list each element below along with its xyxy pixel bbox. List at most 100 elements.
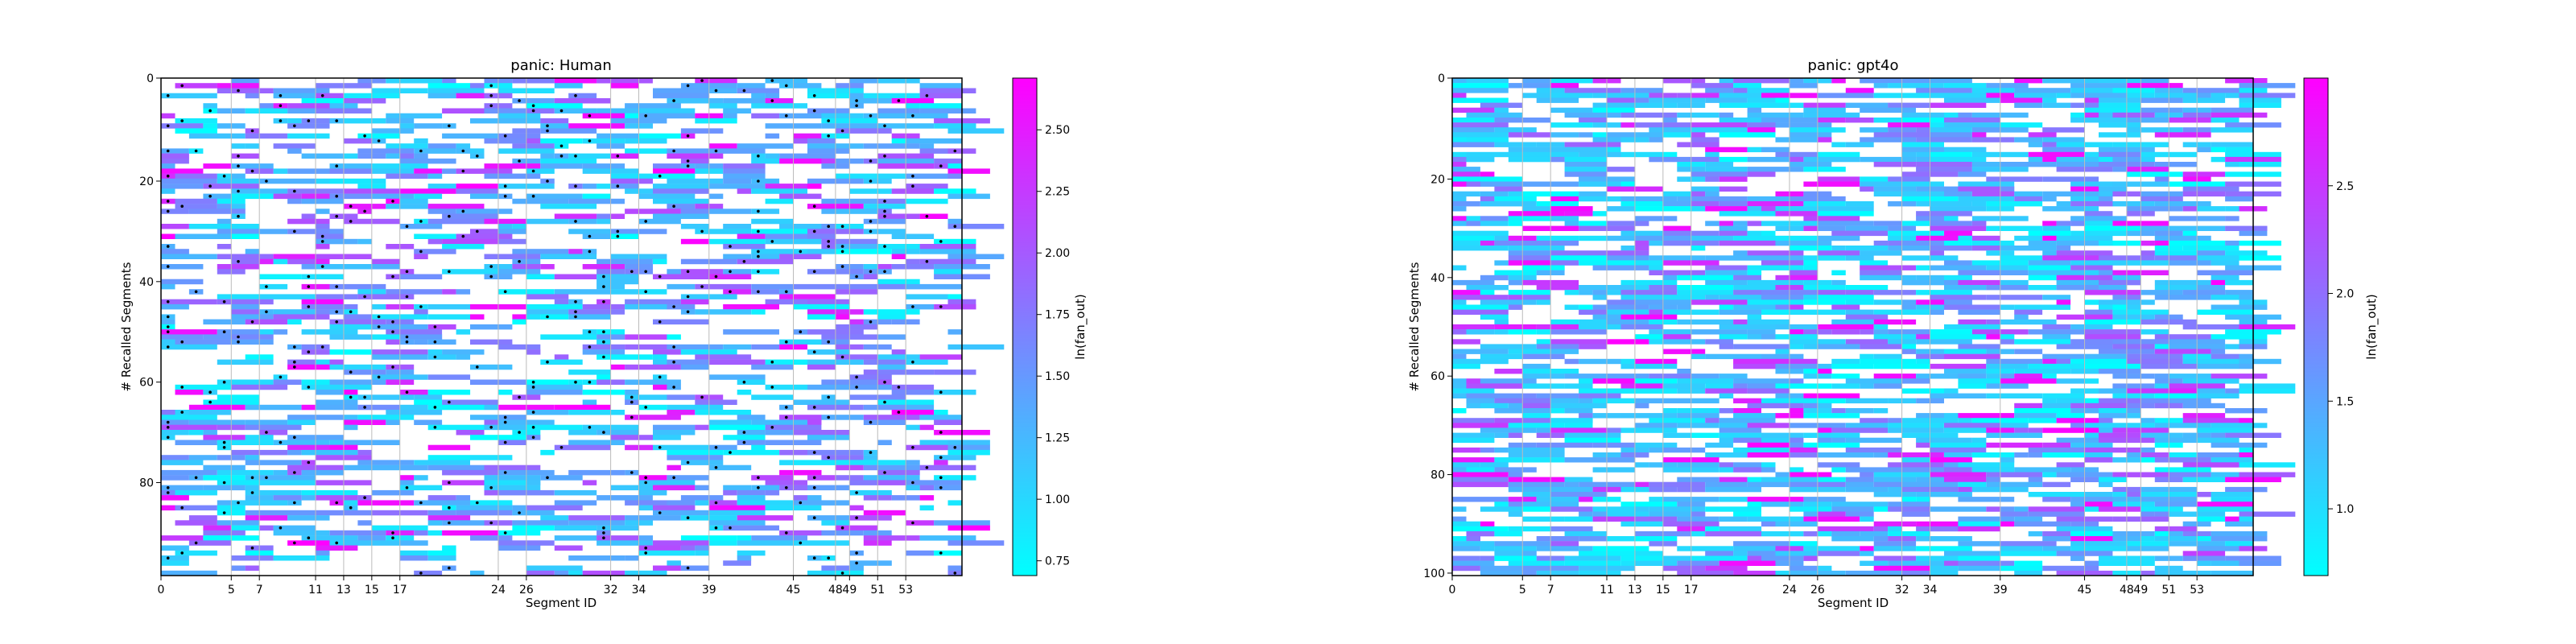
heatmap-cell — [1649, 497, 1663, 502]
heatmap-cell — [793, 540, 850, 546]
heatmap-cell — [1466, 112, 1523, 118]
heatmap-cell — [708, 505, 766, 511]
cell-marker — [391, 320, 394, 324]
cell-marker — [448, 506, 451, 510]
heatmap-cell — [1564, 112, 1621, 118]
heatmap-cell — [906, 404, 935, 411]
heatmap-cell — [1690, 186, 1719, 192]
heatmap-cell — [1522, 402, 1551, 409]
heatmap-cell — [2126, 295, 2141, 300]
heatmap-cell — [273, 143, 316, 149]
heatmap-cell — [2239, 162, 2281, 167]
heatmap-cell — [1677, 93, 1691, 98]
heatmap-cell — [906, 444, 948, 451]
heatmap-cell — [765, 233, 807, 239]
heatmap-cell — [2197, 427, 2253, 433]
cell-marker — [812, 406, 816, 409]
heatmap-cell — [1522, 418, 1551, 423]
heatmap-cell — [2126, 171, 2183, 177]
heatmap-cell — [231, 88, 274, 93]
heatmap-cell — [708, 153, 724, 159]
heatmap-cell — [1831, 536, 1874, 542]
heatmap-cell — [2154, 374, 2169, 379]
cell-marker — [869, 451, 873, 454]
heatmap-cell — [1775, 97, 1790, 103]
heatmap-cell — [1494, 270, 1537, 275]
heatmap-cell — [653, 349, 681, 355]
heatmap-cell — [793, 83, 822, 89]
heatmap-cell — [175, 520, 217, 526]
heatmap-cell — [2211, 260, 2240, 266]
heatmap-cell — [1873, 555, 1917, 561]
cell-marker — [531, 380, 535, 384]
heatmap-cell — [1649, 97, 1706, 103]
x-tick-label: 39 — [702, 584, 716, 597]
heatmap-cell — [2169, 530, 2183, 537]
heatmap-cell — [638, 193, 696, 200]
colorbar-tick-label: 1.0 — [2336, 503, 2354, 516]
heatmap-cell — [540, 334, 597, 340]
heatmap-cell — [1733, 378, 1790, 384]
heatmap-cell — [399, 550, 428, 556]
cell-marker — [588, 250, 592, 254]
heatmap-cell — [568, 229, 611, 234]
heatmap-cell — [1775, 363, 1818, 369]
heatmap-cell — [1550, 216, 1579, 221]
heatmap-cell — [723, 525, 779, 531]
heatmap-cell — [2211, 334, 2268, 340]
heatmap-cell — [653, 213, 709, 219]
heatmap-cell — [316, 359, 330, 365]
heatmap-cell — [2000, 546, 2043, 551]
heatmap-cell — [2154, 235, 2169, 242]
heatmap-cell — [1508, 423, 1565, 428]
heatmap-cell — [1494, 502, 1509, 507]
cell-marker — [574, 94, 577, 97]
heatmap-cell — [1452, 156, 1467, 163]
heatmap-cell — [1634, 402, 1649, 409]
heatmap-cell — [470, 339, 513, 345]
cell-marker — [546, 180, 549, 183]
heatmap-cell — [1860, 383, 1874, 389]
heatmap-cell — [1888, 240, 1902, 246]
cell-marker — [840, 572, 844, 575]
heatmap-cell — [1986, 506, 2000, 512]
heatmap-cell — [1733, 413, 1776, 419]
heatmap-cell — [2197, 388, 2226, 394]
heatmap-cell — [1649, 418, 1706, 423]
heatmap-cell — [301, 213, 316, 219]
heatmap-cell — [1747, 481, 1790, 488]
heatmap-cell — [2042, 235, 2057, 242]
cell-marker — [939, 305, 943, 308]
heatmap-cell — [2000, 334, 2015, 340]
heatmap-cell — [597, 374, 611, 380]
heatmap-panel-human: panic: Human 0 5 7 11 13 15 17 24 26 32 34 39 45 48 49… — [119, 57, 1088, 610]
heatmap-cell — [1817, 402, 1832, 409]
cell-marker — [812, 229, 816, 233]
heatmap-cell — [849, 98, 892, 104]
heatmap-cell — [934, 460, 948, 465]
heatmap-cell — [2099, 151, 2141, 158]
heatmap-cell — [2014, 452, 2029, 458]
heatmap-cell — [526, 138, 541, 144]
heatmap-cell — [1986, 393, 2043, 398]
heatmap-cell — [2000, 162, 2057, 167]
heatmap-cell — [1705, 265, 1748, 270]
heatmap-cell — [723, 178, 752, 184]
heatmap-cell — [273, 258, 288, 265]
heatmap-cell — [427, 93, 456, 99]
colorbar-label: ln(fan_out) — [1073, 294, 1088, 359]
heatmap-cell — [2182, 171, 2226, 177]
heatmap-cell — [1452, 151, 1467, 158]
heatmap-cell — [1803, 497, 1846, 502]
heatmap-cell — [456, 208, 513, 214]
heatmap-cell — [1452, 339, 1480, 345]
heatmap-cell — [259, 229, 288, 234]
heatmap-cell — [2197, 516, 2226, 522]
cell-marker — [307, 285, 311, 288]
cell-marker — [461, 169, 465, 173]
heatmap-cell — [947, 168, 990, 174]
heatmap-cell — [1592, 211, 1608, 217]
heatmap-cell — [1901, 151, 1917, 158]
heatmap-cell — [245, 143, 260, 149]
heatmap-cell — [161, 475, 189, 481]
